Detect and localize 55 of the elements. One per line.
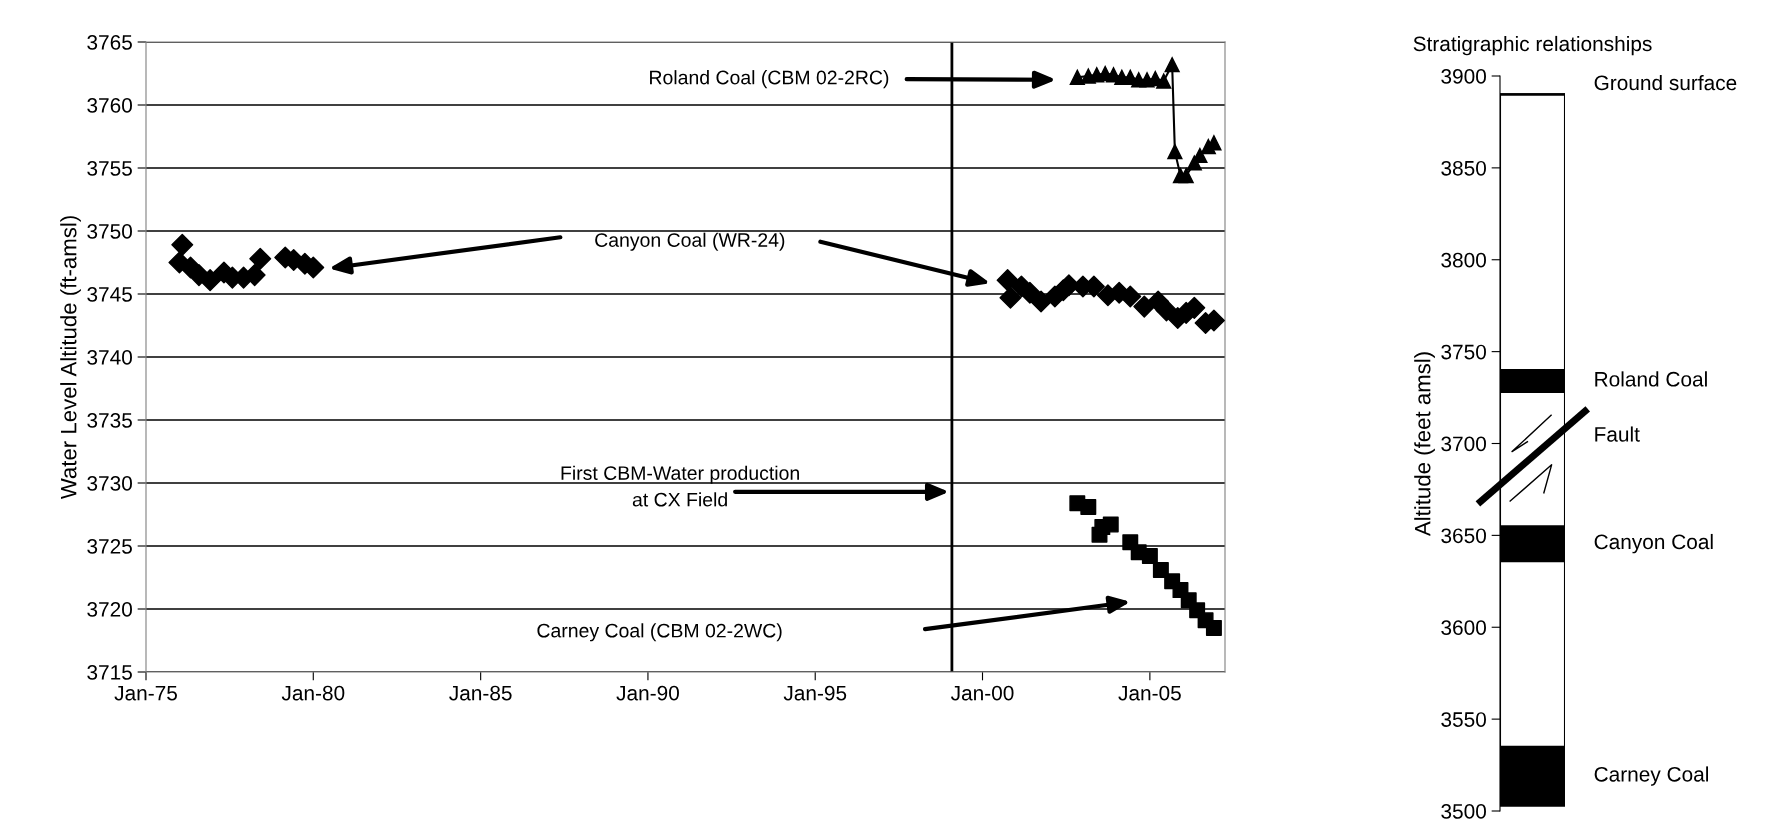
y-tick-label: 3725 [87,539,132,554]
point [171,233,194,256]
x-tick-label: Jan-80 [281,685,345,701]
x-tick-label: Jan-90 [616,685,679,701]
y-tick-label: 3750 [87,224,132,239]
y-tick-label: 3600 [1441,620,1486,635]
point [1156,73,1172,89]
point [199,269,222,292]
series-label: Carney Coal [1594,766,1708,786]
annotation: Fault [1595,426,1640,442]
y-tick-label: 3700 [1441,436,1486,452]
point [1069,69,1085,85]
y-tick-label: 3500 [1441,804,1486,819]
point [249,247,272,270]
point [1164,57,1180,73]
y-tick-label: 3850 [1441,160,1486,176]
y-axis-title: Water Level Altitude (ft-amsl) [60,216,81,500]
x-tick-label: Jan-85 [449,685,512,701]
y-tick-label: 3650 [1441,528,1486,544]
annotation: Carney Coal (CBM 02-2WC) [537,623,782,642]
y-tick-label: 3745 [87,287,132,302]
point [1119,285,1142,308]
point [1133,295,1156,318]
point [999,286,1022,309]
ref-line-label: Ground surface [1594,74,1737,91]
chart-title: Stratigraphic relationships [1413,35,1652,56]
series-label: Roland Coal [1595,371,1707,387]
y-tick-label: 3715 [87,665,132,680]
x-tick-label: Jan-75 [114,685,177,701]
annotation: Roland Coal (CBM 02-2RC) [650,70,889,89]
point [1102,516,1119,533]
y-tick-label: 3735 [87,413,132,428]
ref-line-label: First CBM-Water production at CX Field [561,465,799,507]
series-label: Canyon Coal [1594,533,1713,554]
y-tick-label: 3740 [87,350,132,365]
y-tick-label: 3755 [87,161,132,176]
y-tick-label: 3550 [1441,712,1486,727]
y-tick-label: 3730 [87,476,132,491]
y-axis-title: Altitude (feet amsl) [1414,352,1435,537]
point [1205,619,1222,636]
y-tick-label: 3800 [1441,252,1486,268]
y-tick-label: 3720 [87,602,132,617]
y-tick-label: 3750 [1441,344,1486,360]
annotation: Canyon Coal (WR-24) [595,232,785,251]
point [1080,498,1097,515]
x-tick-label: Jan-95 [783,685,847,701]
y-tick-label: 3765 [87,35,132,50]
x-tick-label: Jan-00 [950,685,1014,701]
point [1178,167,1194,184]
point [1152,561,1169,578]
point [1167,143,1183,160]
y-tick-label: 3900 [1441,69,1486,84]
point [1141,548,1158,565]
y-tick-label: 3760 [87,98,132,113]
x-tick-label: Jan-05 [1118,685,1181,701]
